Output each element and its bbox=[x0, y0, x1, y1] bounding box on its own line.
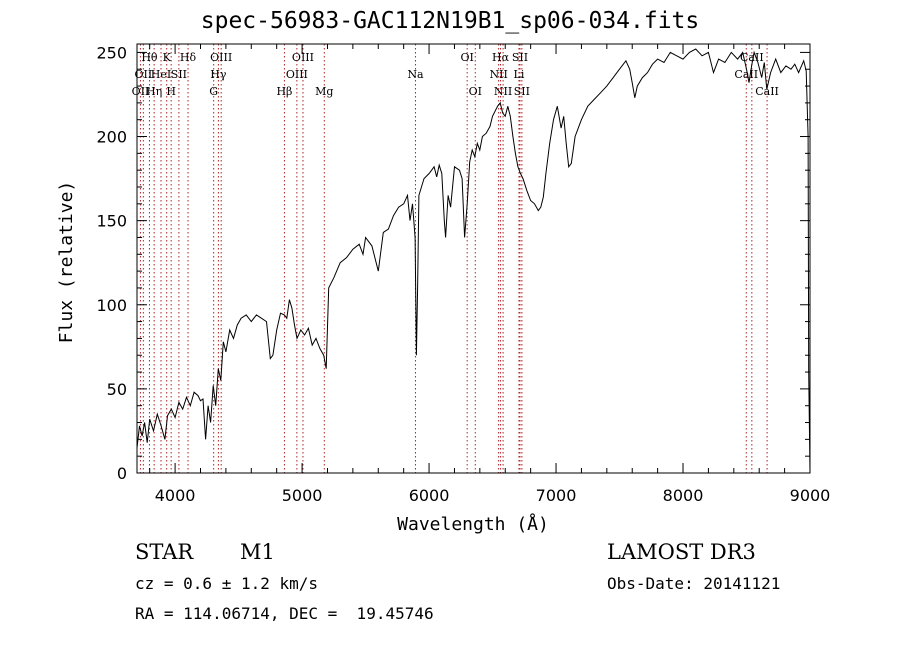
line-label: OI bbox=[469, 85, 482, 98]
obs-date: Obs-Date: 20141121 bbox=[607, 574, 781, 593]
line-label: Hγ bbox=[210, 68, 227, 81]
line-label: Hα bbox=[492, 51, 510, 64]
emission-line-labels: OII OII Hθ Hη HeI K H SII Hδ G Hγ OIII Hβ OIII OIII Mg N… bbox=[132, 51, 779, 98]
line-label: Hθ bbox=[141, 51, 158, 64]
spectrum-line bbox=[136, 48, 811, 474]
y-tick-label: 250 bbox=[96, 43, 127, 62]
line-label: Hη bbox=[146, 85, 162, 98]
axis-tick-labels: 4000 5000 6000 7000 8000 9000 0 50 100 150 200 250 bbox=[96, 43, 830, 505]
y-tick-label: 150 bbox=[96, 212, 127, 231]
line-label: OIII bbox=[292, 51, 314, 64]
line-label: OIII bbox=[286, 68, 308, 81]
y-tick-label: 50 bbox=[107, 380, 127, 399]
object-class: STAR bbox=[135, 540, 194, 564]
line-label: OII bbox=[132, 85, 150, 98]
line-label: CaII bbox=[734, 68, 758, 81]
x-tick-label: 8000 bbox=[663, 486, 704, 505]
survey-name: LAMOST DR3 bbox=[607, 540, 756, 564]
x-tick-label: 5000 bbox=[282, 486, 323, 505]
line-label: CaII bbox=[755, 85, 779, 98]
coordinates: RA = 114.06714, DEC = 19.45746 bbox=[135, 604, 434, 623]
x-tick-label: 6000 bbox=[409, 486, 450, 505]
line-label: SII bbox=[512, 51, 528, 64]
emission-line-markers bbox=[139, 44, 768, 473]
line-label: SII bbox=[514, 85, 530, 98]
line-label: NII bbox=[489, 68, 507, 81]
line-label: Hβ bbox=[276, 85, 292, 98]
line-label: H bbox=[166, 85, 176, 98]
chart-title: spec-56983-GAC112N19B1_sp06-034.fits bbox=[200, 8, 700, 34]
y-tick-label: 0 bbox=[117, 464, 127, 483]
y-axis-label: Flux (relative) bbox=[56, 181, 77, 344]
line-label: Li bbox=[514, 68, 525, 81]
line-label: OII bbox=[134, 68, 152, 81]
line-label: OIII bbox=[210, 51, 232, 64]
object-subclass: M1 bbox=[240, 540, 275, 564]
line-label: G bbox=[209, 85, 218, 98]
line-label: Na bbox=[407, 68, 424, 81]
line-label: SII bbox=[171, 68, 187, 81]
line-label: NII bbox=[494, 85, 512, 98]
y-tick-label: 100 bbox=[96, 296, 127, 315]
redshift-text: cz = 0.6 ± 1.2 km/s bbox=[135, 574, 319, 593]
y-tick-label: 200 bbox=[96, 128, 127, 147]
plot-frame bbox=[136, 43, 811, 474]
line-label: Mg bbox=[315, 85, 333, 98]
axis-ticks bbox=[137, 44, 811, 474]
x-tick-label: 7000 bbox=[536, 486, 577, 505]
line-label: Hδ bbox=[180, 51, 197, 64]
x-tick-label: 9000 bbox=[790, 486, 831, 505]
line-label: HeI bbox=[151, 68, 171, 81]
line-label: OI bbox=[460, 51, 473, 64]
x-axis-label: Wavelength (Å) bbox=[397, 513, 549, 535]
x-tick-label: 4000 bbox=[155, 486, 196, 505]
line-label: K bbox=[163, 51, 172, 64]
